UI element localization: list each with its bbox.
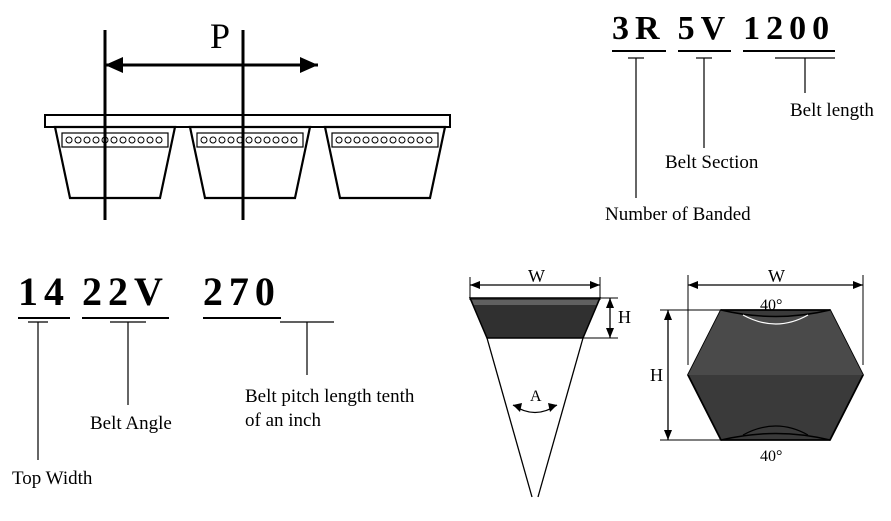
label-belt-length: Belt length [790,100,874,122]
h-label: H [618,307,631,327]
hex-h-label: H [650,365,663,385]
label-pitch-length: Belt pitch length tenth of an inch [245,385,415,433]
vbelt-cross-section: W H A [440,265,635,515]
a-label: A [530,388,542,405]
pitch-p-label: P [210,16,230,56]
code-banded-callouts [600,20,890,230]
banded-belt-diagram: P [20,10,470,230]
w-label: W [528,266,545,286]
hex-angle-bot: 40° [760,448,782,465]
label-belt-angle: Belt Angle [90,413,172,435]
label-top-width: Top Width [12,468,92,490]
label-number-banded: Number of Banded [605,204,751,226]
hex-w-label: W [768,266,785,286]
hex-cross-section: W 40° 40° H [648,265,888,515]
label-belt-section: Belt Section [665,152,758,174]
hex-angle-top: 40° [760,297,782,314]
